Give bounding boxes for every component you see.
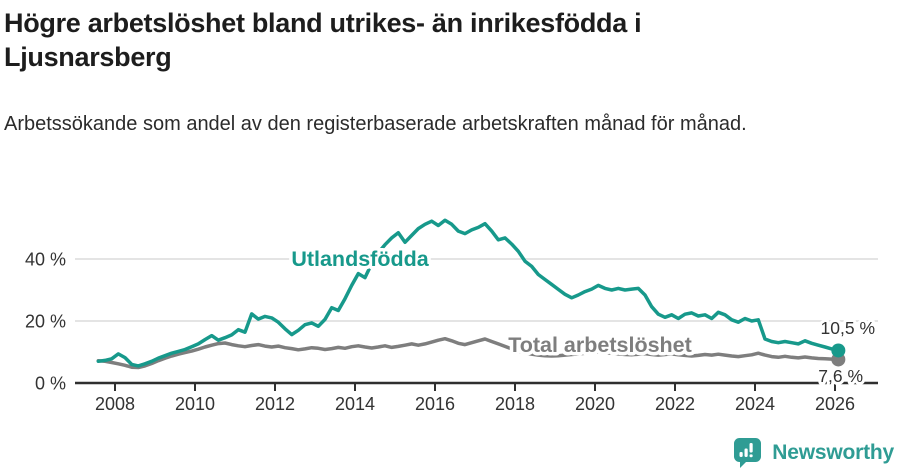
svg-text:2018: 2018 xyxy=(495,394,535,414)
page-title: Högre arbetslöshet bland utrikes- än inr… xyxy=(4,6,896,74)
svg-text:2008: 2008 xyxy=(95,394,135,414)
svg-text:20 %: 20 % xyxy=(25,312,66,332)
svg-text:40 %: 40 % xyxy=(25,250,66,270)
svg-text:2014: 2014 xyxy=(335,394,375,414)
newsworthy-brand: Newsworthy xyxy=(733,437,894,468)
svg-text:2020: 2020 xyxy=(575,394,615,414)
end-value-label-total-arbetsloshet: 7,6 % xyxy=(818,366,863,386)
chart-subtitle: Arbetssökande som andel av den registerb… xyxy=(4,113,747,135)
newsworthy-wordmark: Newsworthy xyxy=(772,440,894,464)
title-line-2: Ljusnarsberg xyxy=(4,42,172,72)
chart-generated: 0 % 20 % 40 % 2008 2010 2012 2014 2016 2018 2020 2… xyxy=(25,218,878,414)
series-label-utlandsfodda: Utlandsfödda xyxy=(291,247,429,271)
svg-text:2024: 2024 xyxy=(735,394,775,414)
svg-text:2012: 2012 xyxy=(255,394,295,414)
series-label-total-arbetsloshet: Total arbetslöshet xyxy=(508,333,692,357)
svg-text:2026: 2026 xyxy=(815,394,855,414)
svg-text:2010: 2010 xyxy=(175,394,215,414)
svg-text:2016: 2016 xyxy=(415,394,455,414)
chart-header: Högre arbetslöshet bland utrikes- än inr… xyxy=(4,6,896,140)
svg-text:0 %: 0 % xyxy=(35,374,66,394)
svg-text:2022: 2022 xyxy=(655,394,695,414)
newsworthy-logo-icon xyxy=(734,438,762,468)
title-line-1: Högre arbetslöshet bland utrikes- än inr… xyxy=(4,8,642,38)
end-value-label-utlandsfodda: 10,5 % xyxy=(821,318,875,338)
